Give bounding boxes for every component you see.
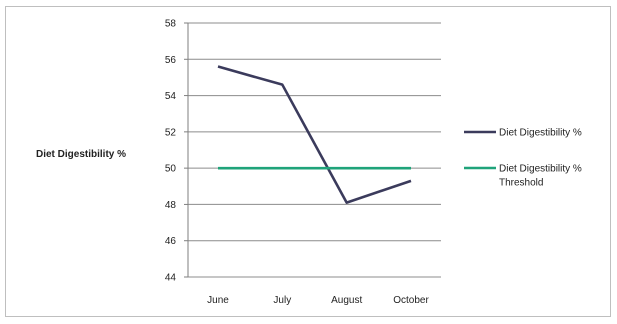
- x-tick-label: October: [393, 295, 429, 306]
- x-tick-label: July: [273, 295, 291, 306]
- legend: Diet Digestibility % Diet Digestibility %…: [464, 128, 582, 189]
- x-tick-label: August: [331, 295, 362, 306]
- chart-frame: [5, 6, 611, 317]
- y-tick-label: 48: [165, 200, 177, 211]
- x-tick-labels: June July August October: [207, 295, 429, 306]
- legend-label: Diet Digestibility %: [499, 164, 582, 175]
- y-axis-label: Diet Digestibility %: [36, 149, 126, 160]
- x-tick-label: June: [207, 295, 229, 306]
- y-tick-label: 54: [165, 91, 177, 102]
- y-tick-label: 58: [165, 19, 177, 30]
- gridlines: [188, 22, 441, 278]
- y-tick-label: 50: [165, 164, 177, 175]
- y-tick-label: 56: [165, 55, 177, 66]
- legend-label: Threshold: [499, 178, 543, 189]
- y-tick-label: 52: [165, 127, 177, 138]
- series-lines: [217, 65, 412, 204]
- series-line: [217, 65, 412, 204]
- legend-label: Diet Digestibility %: [499, 128, 582, 139]
- y-tick-label: 44: [165, 273, 177, 284]
- y-tick-label: 46: [165, 236, 177, 247]
- y-tick-labels: 44 46 48 50 52 54 56 58: [165, 19, 188, 284]
